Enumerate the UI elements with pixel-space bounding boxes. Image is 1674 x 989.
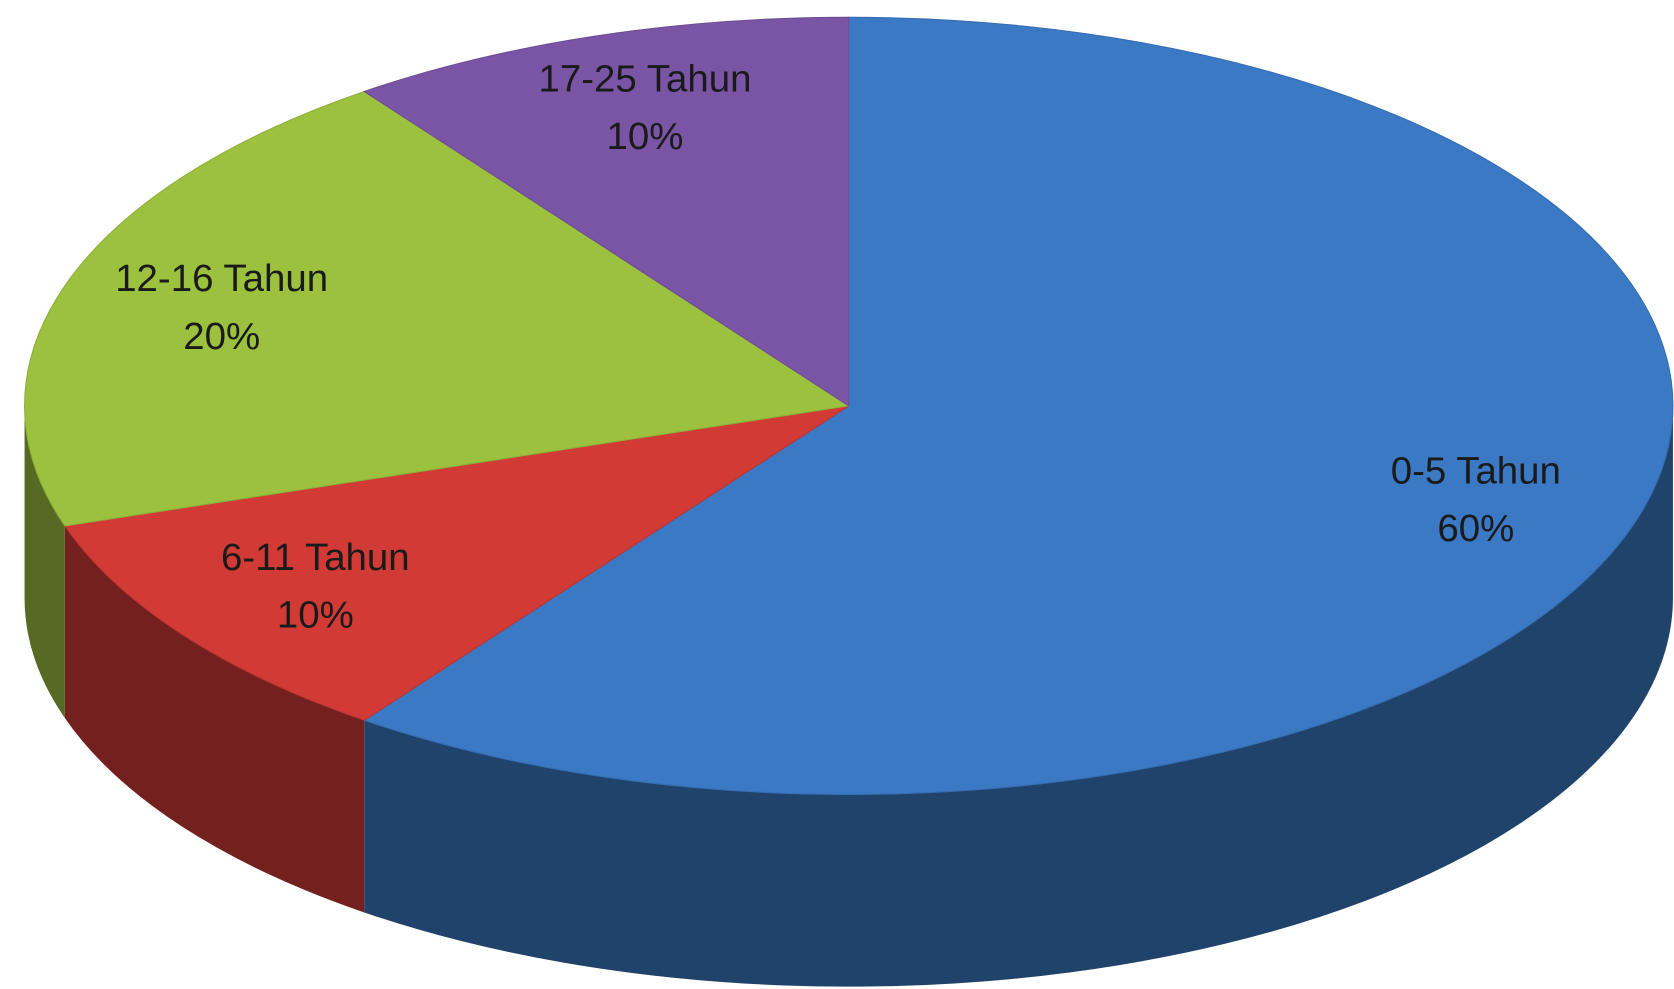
slice-value-label: 60% bbox=[1437, 507, 1514, 550]
slice bbox=[363, 16, 1674, 796]
slice-value-label: 10% bbox=[277, 594, 354, 637]
slice-side bbox=[64, 525, 365, 913]
slice-value-label: 20% bbox=[183, 315, 260, 358]
slice bbox=[363, 16, 850, 407]
slice-side bbox=[364, 405, 1673, 987]
slice bbox=[24, 90, 851, 527]
slice-side bbox=[24, 405, 65, 719]
slice-label: 17-25 Tahun bbox=[539, 58, 752, 101]
slice-label: 12-16 Tahun bbox=[115, 257, 328, 300]
slice bbox=[63, 405, 850, 721]
slice-label: 0-5 Tahun bbox=[1391, 449, 1561, 492]
slice-label: 6-11 Tahun bbox=[221, 536, 410, 579]
slice-value-label: 10% bbox=[607, 115, 684, 158]
